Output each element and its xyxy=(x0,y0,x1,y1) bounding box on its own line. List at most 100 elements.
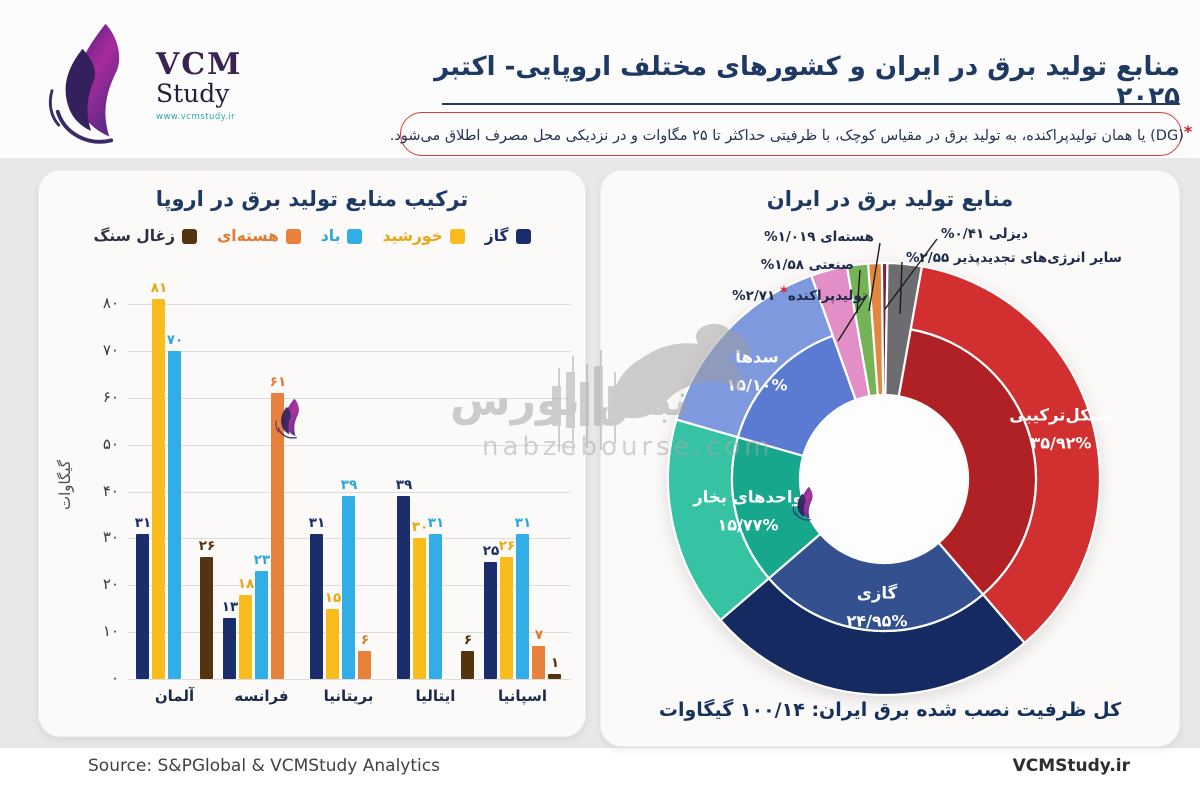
bar-3-4 xyxy=(461,650,474,679)
y-tick-label: ۳۰ xyxy=(102,528,119,547)
legend-swatch xyxy=(285,228,301,244)
bar-3-0 xyxy=(397,496,410,679)
bar-4-3 xyxy=(532,646,545,679)
bar-value-label: ۲۳ xyxy=(253,552,271,569)
bar-value-label: ۷۰ xyxy=(166,331,184,348)
total-capacity-note: کل ظرفیت نصب شده برق ایران: ۱۰۰/۱۴ گیگاو… xyxy=(658,699,1122,721)
bar-0-4 xyxy=(200,557,213,679)
bar-value-label: ۱۵ xyxy=(324,589,342,606)
pie-inner-label-2: واحدهای بخار ۱۵/۷۷% xyxy=(693,488,803,535)
bar-4-4 xyxy=(548,674,561,679)
bar-2-3 xyxy=(358,650,371,679)
bar-value-label: ۳۱ xyxy=(427,514,445,531)
bar-4-0 xyxy=(484,561,497,679)
slice-name: سدها xyxy=(735,347,779,367)
bar-1-2 xyxy=(255,571,268,679)
gridline xyxy=(127,679,571,680)
legend-label: گاز xyxy=(484,227,509,245)
y-tick-label: ۱۰ xyxy=(102,622,119,641)
vcm-flame-icon xyxy=(48,23,120,144)
source-credit: Source: S&PGlobal & VCMStudy Analytics xyxy=(88,756,440,776)
bar-value-label: ۶ xyxy=(463,631,473,648)
slice-name: واحدهای بخار xyxy=(693,487,803,507)
y-tick-label: ۶۰ xyxy=(102,387,119,406)
bar-chart-legend: گاز خورشید باد هسته‌ای زغال سنگ xyxy=(39,227,585,245)
logo-url: www.vcmstudy.ir xyxy=(156,111,236,122)
callout-value: ۱/۵۸% xyxy=(760,257,809,273)
site-credit: VCMStudy.ir xyxy=(1012,756,1130,776)
bar-0-0 xyxy=(136,533,149,679)
vcm-flame-icon xyxy=(44,22,144,152)
bar-value-label: ۲۶ xyxy=(498,538,516,555)
callout-value: ۲/۵۵% xyxy=(906,250,954,266)
bar-1-0 xyxy=(223,618,236,679)
pie-chart-title: منابع تولید برق در ایران xyxy=(766,187,1014,211)
bar-4-2 xyxy=(516,533,529,679)
bar-value-label: ۳۱ xyxy=(308,514,326,531)
pie-callout-6: هسته‌ای ۱/۰۱۹% xyxy=(764,229,874,245)
iran-pie-chart-card: منابع تولید برق در ایران کل ظرفیت نصب شد… xyxy=(600,170,1180,747)
callout-name: تولیدپراکنده xyxy=(787,288,867,304)
gridline xyxy=(127,304,571,305)
legend-item-3: هسته‌ای xyxy=(217,227,301,245)
bar-value-label: ۳۰ xyxy=(411,519,429,536)
callout-value: ۰/۴۱% xyxy=(941,226,989,242)
callout-line xyxy=(837,294,868,342)
bar-value-label: ۷ xyxy=(534,627,544,644)
y-tick-label: ۸۰ xyxy=(102,294,119,312)
y-axis-label: گیگاوات xyxy=(56,459,74,511)
legend-swatch xyxy=(182,228,198,244)
x-axis-label-0: آلمان xyxy=(154,687,195,705)
bar-value-label: ۸۱ xyxy=(150,280,168,297)
bar-value-label: ۳۹ xyxy=(395,477,413,494)
europe-bar-chart-card: ترکیب منابع تولید برق در اروپا گاز خورشید… xyxy=(38,170,586,737)
callout-line xyxy=(856,269,861,314)
bar-chart-plot: گیگاوات ۰ ۱۰ ۲۰ ۳۰ ۴۰ ۵۰ ۶۰ ۷۰ ۸۰ ۳۱ ۸۱ ۷۰ ۲۶ آلمان ۱۳… xyxy=(39,171,585,736)
bar-2-2 xyxy=(342,496,355,679)
bar-value-label: ۲۵ xyxy=(482,542,500,559)
pie-inner-label-0: سیکل‌ترکیبی ۳۵/۹۲% xyxy=(1009,406,1113,453)
bar-value-label: ۱۳ xyxy=(221,599,239,616)
bar-2-0 xyxy=(310,533,323,679)
pie-inner-label-1: گازی ۲۴/۹۵% xyxy=(847,584,908,631)
pie-callout-5: صنعتی ۱/۵۸% xyxy=(761,257,854,273)
dg-note-text: *(DG) یا همان تولیدپراکنده، به تولید برق… xyxy=(389,121,1193,144)
pie-slice-1-inner xyxy=(767,532,985,633)
gridline xyxy=(127,350,571,352)
bar-1-3 xyxy=(271,393,284,679)
legend-swatch xyxy=(449,228,465,244)
legend-item-4: زغال سنگ xyxy=(93,227,198,245)
slice-name: گازی xyxy=(856,583,898,603)
logo-sub: Study xyxy=(156,79,230,108)
bar-0-2 xyxy=(168,350,181,679)
slice-value: ۲۴/۹۵% xyxy=(846,611,908,631)
pie-callout-7: دیزلی ۰/۴۱% xyxy=(941,226,1028,242)
callout-name: دیزلی xyxy=(988,226,1029,242)
y-tick-label: ۰ xyxy=(110,669,119,687)
slice-name: سیکل‌ترکیبی xyxy=(1009,405,1113,425)
red-asterisk: * xyxy=(1183,121,1193,141)
bar-value-label: ۱ xyxy=(550,655,560,672)
donut-chart xyxy=(666,238,1102,697)
y-tick-label: ۴۰ xyxy=(102,481,119,500)
legend-item-1: خورشید xyxy=(382,227,465,245)
pie-callout-8: سایر انرژی‌های تجدیدپذیر ۲/۵۵% xyxy=(906,250,1122,266)
legend-label: باد xyxy=(320,227,341,245)
y-tick-label: ۷۰ xyxy=(102,340,119,359)
callout-name: صنعتی xyxy=(808,257,854,273)
legend-item-2: باد xyxy=(321,227,363,245)
callout-name: هسته‌ای xyxy=(820,229,874,245)
x-axis-label-4: اسپانیا xyxy=(497,687,548,705)
bar-value-label: ۳۱ xyxy=(514,514,532,531)
donut-hole xyxy=(801,396,967,562)
y-tick-label: ۲۰ xyxy=(102,575,119,594)
bar-2-1 xyxy=(326,608,339,679)
callout-line xyxy=(868,242,881,312)
legend-label: زغال سنگ xyxy=(93,227,176,245)
bar-3-2 xyxy=(429,533,442,679)
gridline xyxy=(127,444,571,446)
bar-3-1 xyxy=(413,538,426,679)
title-underline xyxy=(442,103,1180,105)
legend-swatch xyxy=(347,228,363,244)
